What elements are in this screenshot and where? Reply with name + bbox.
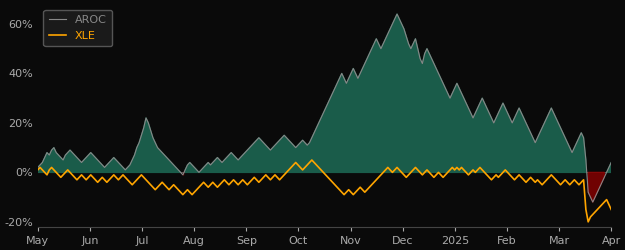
XLE: [34, 168, 41, 172]
XLE: [368, 183, 376, 186]
Line: XLE: XLE: [38, 160, 611, 222]
XLE: [584, 220, 592, 223]
AROC: [608, 161, 615, 164]
AROC: [366, 52, 373, 55]
XLE: [271, 173, 279, 176]
XLE: [308, 158, 316, 162]
AROC: [432, 67, 440, 70]
XLE: [432, 173, 440, 176]
XLE: [129, 183, 136, 186]
AROC: [393, 12, 401, 16]
AROC: [264, 146, 272, 149]
Legend: AROC, XLE: AROC, XLE: [43, 10, 112, 46]
AROC: [34, 166, 41, 169]
XLE: [264, 176, 272, 179]
Line: AROC: AROC: [38, 14, 611, 202]
AROC: [129, 158, 136, 162]
AROC: [589, 200, 596, 203]
XLE: [589, 213, 596, 216]
AROC: [271, 144, 279, 147]
XLE: [608, 208, 615, 211]
AROC: [587, 196, 594, 198]
